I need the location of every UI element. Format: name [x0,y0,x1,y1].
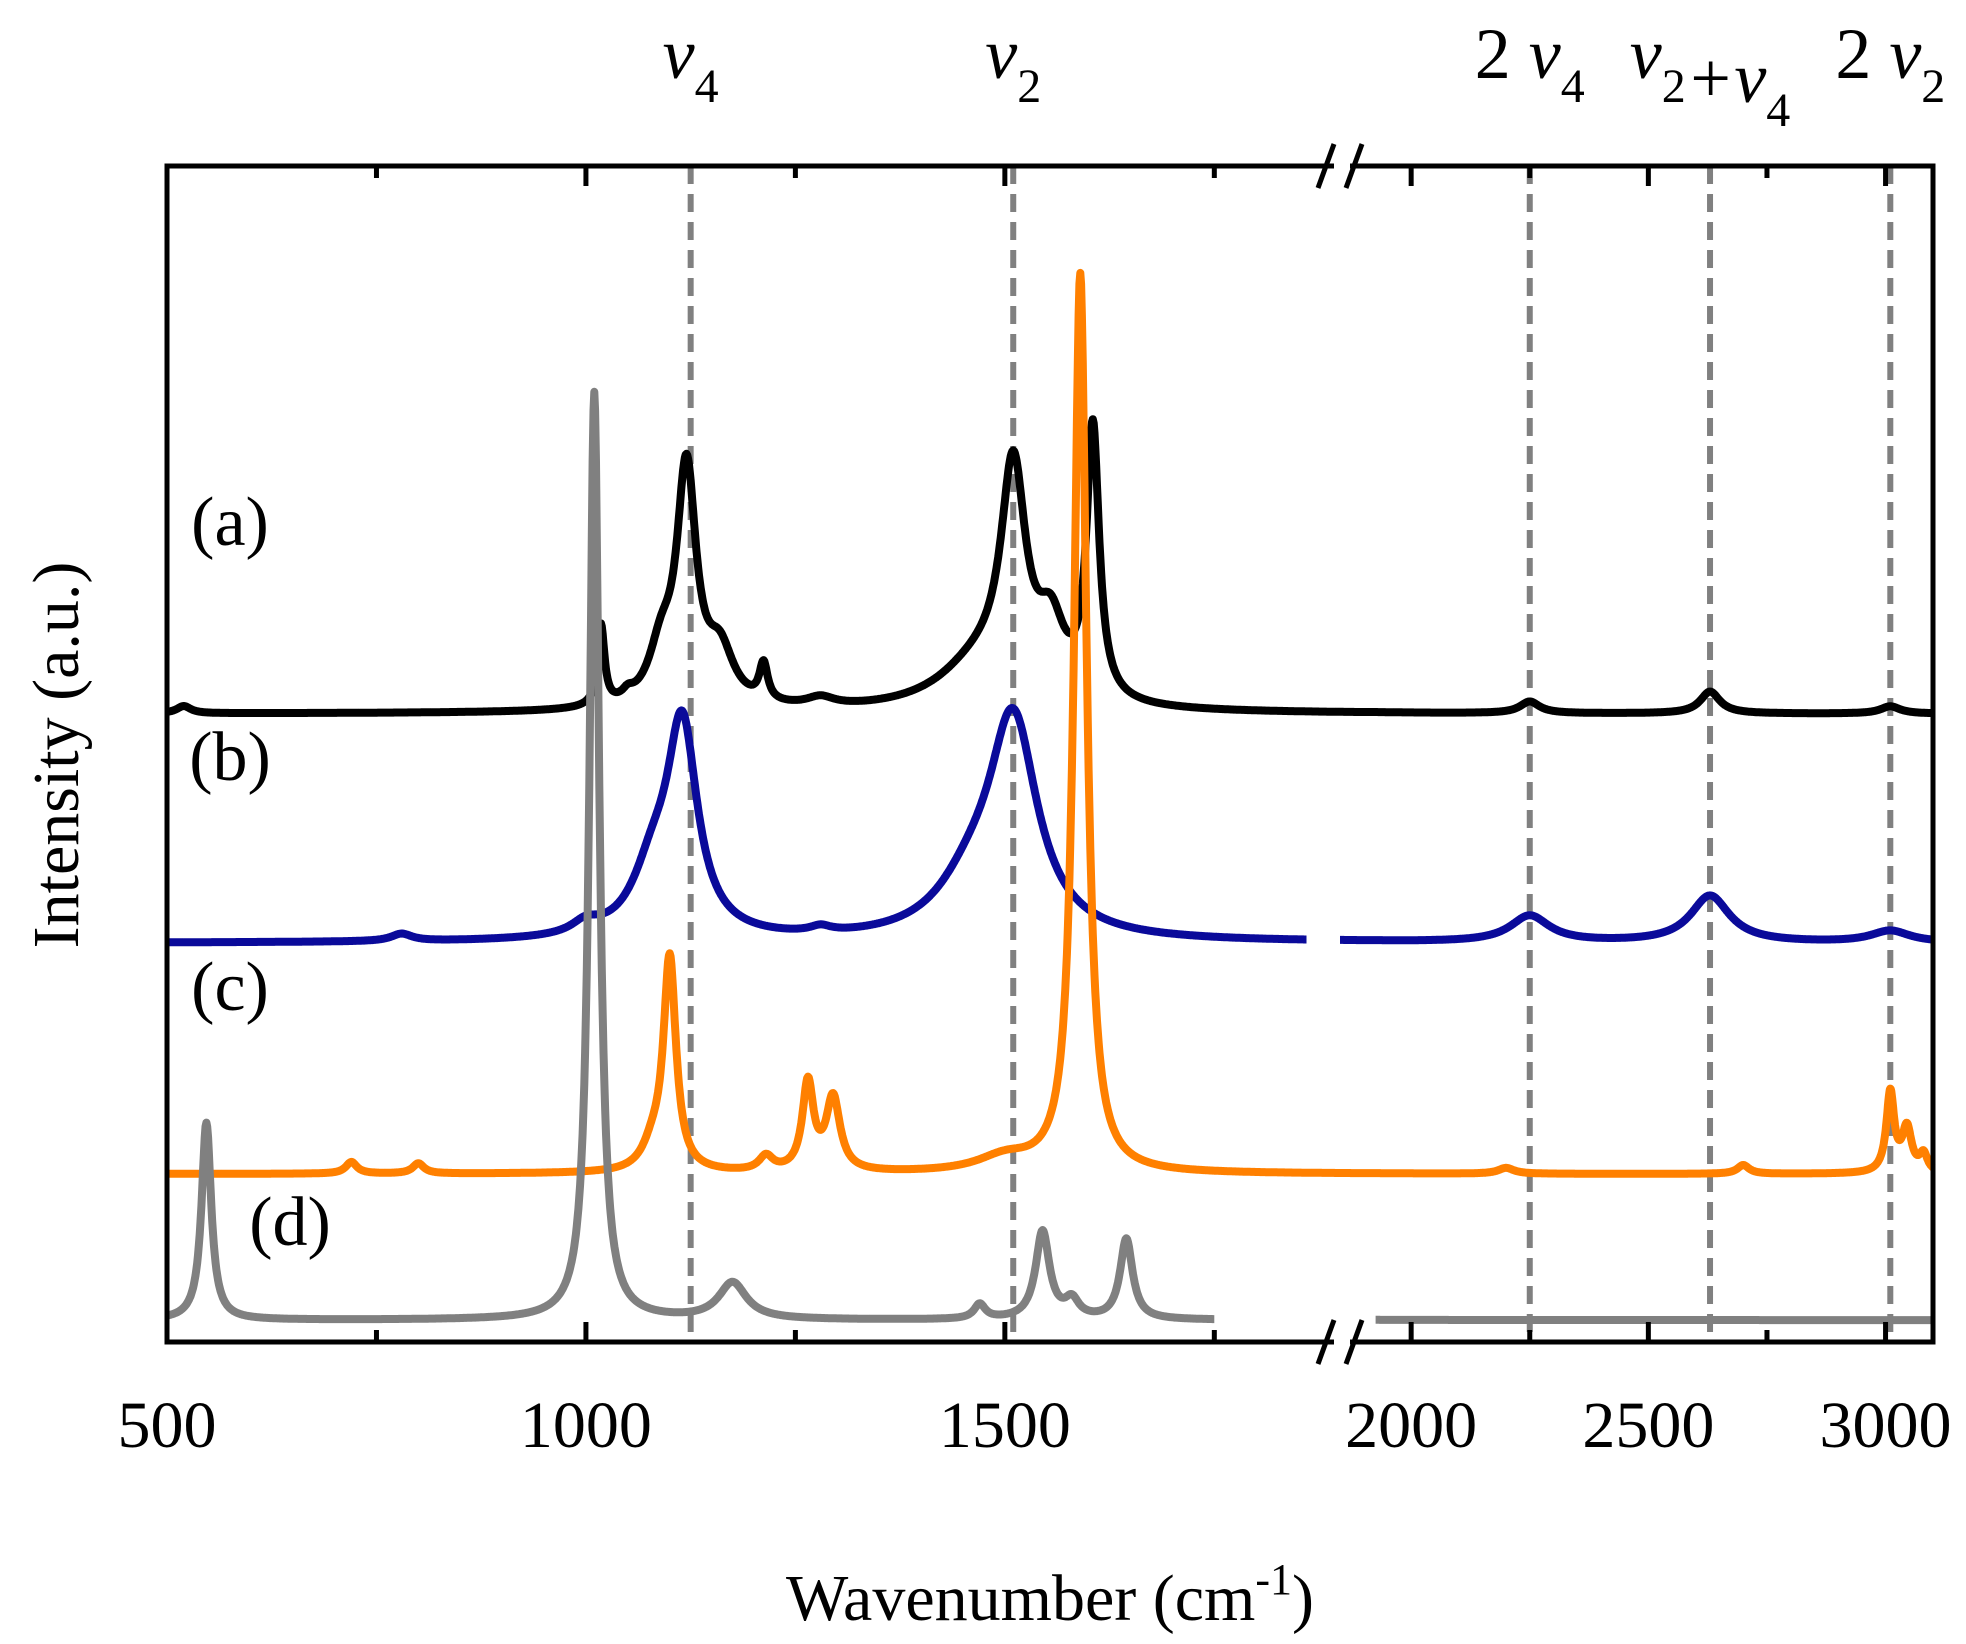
x-tick-label: 2000 [1345,1389,1477,1462]
series-label-d: (d) [249,1184,331,1261]
series-label-b: (b) [189,719,271,796]
axis-break-mark-right [1343,1319,1365,1365]
x-axis-label-close: ) [1292,1562,1314,1635]
axis-break-mark-left [1315,143,1337,189]
mode-label-3: ν2+ν4 [1630,14,1791,137]
mode-label-subscript: 2 [1662,60,1686,113]
x-axis-label: Wavenumber (cm-1) [786,1555,1314,1635]
mode-label-symbol: ν [1529,14,1561,94]
mode-label-subscript: 4 [695,60,719,113]
x-axis-label-main: Wavenumber (cm [786,1562,1255,1635]
axis-break-gap [1334,144,1350,188]
mode-label-1: ν2 [985,14,1041,113]
mode-label-subscript: 2 [1921,60,1945,113]
series-line-b [163,704,1937,947]
x-axis-label-superscript: -1 [1255,1555,1292,1604]
mode-label-prefix: 2 [1475,14,1529,94]
axis-break-mark-left [1315,1319,1337,1365]
axis-ticks: 500 1000 1500 2000 2500 3000 [118,166,1952,1462]
mode-label-subscript: 4 [1561,60,1585,113]
axis-labels: Intensity (a.u.) Wavenumber (cm-1) ν4 ν2 2… [20,14,1945,1635]
x-tick-label: 3000 [1820,1389,1952,1462]
series-line-d [163,387,1937,1325]
mode-label-symbol: ν [1630,14,1662,94]
bottom-axis-break [1315,1319,1365,1365]
spectra-series: (a) (b) (c) (d) [163,268,1937,1325]
mode-label-2: 2 ν4 [1475,14,1585,113]
axis-break-mark-right [1343,143,1365,189]
x-tick-label: 500 [118,1389,217,1462]
axis-break-gap [1334,1320,1350,1364]
y-axis-label: Intensity (a.u.) [20,562,93,949]
mode-label-symbol: ν [985,14,1017,94]
series-line-c [163,268,1937,1178]
mode-label-symbol: ν [1889,14,1921,94]
mode-label-symbol: ν [663,14,695,94]
mode-label-0: ν4 [663,14,719,113]
x-tick-label: 2500 [1582,1389,1714,1462]
mode-label-prefix: 2 [1835,14,1889,94]
mode-label-4: 2 ν2 [1835,14,1945,113]
mode-label-subscript: 4 [1766,84,1790,137]
mode-label-symbol: +ν [1686,38,1767,118]
series-line-a [163,415,1937,718]
plot-border [164,163,1936,1345]
plot-frame [164,143,1936,1365]
series-label-c: (c) [191,949,269,1026]
top-axis-break [1315,143,1365,189]
series-label-a: (a) [191,484,269,561]
mode-label-subscript: 2 [1017,60,1041,113]
x-tick-label: 1000 [520,1389,652,1462]
x-tick-label: 1500 [939,1389,1071,1462]
